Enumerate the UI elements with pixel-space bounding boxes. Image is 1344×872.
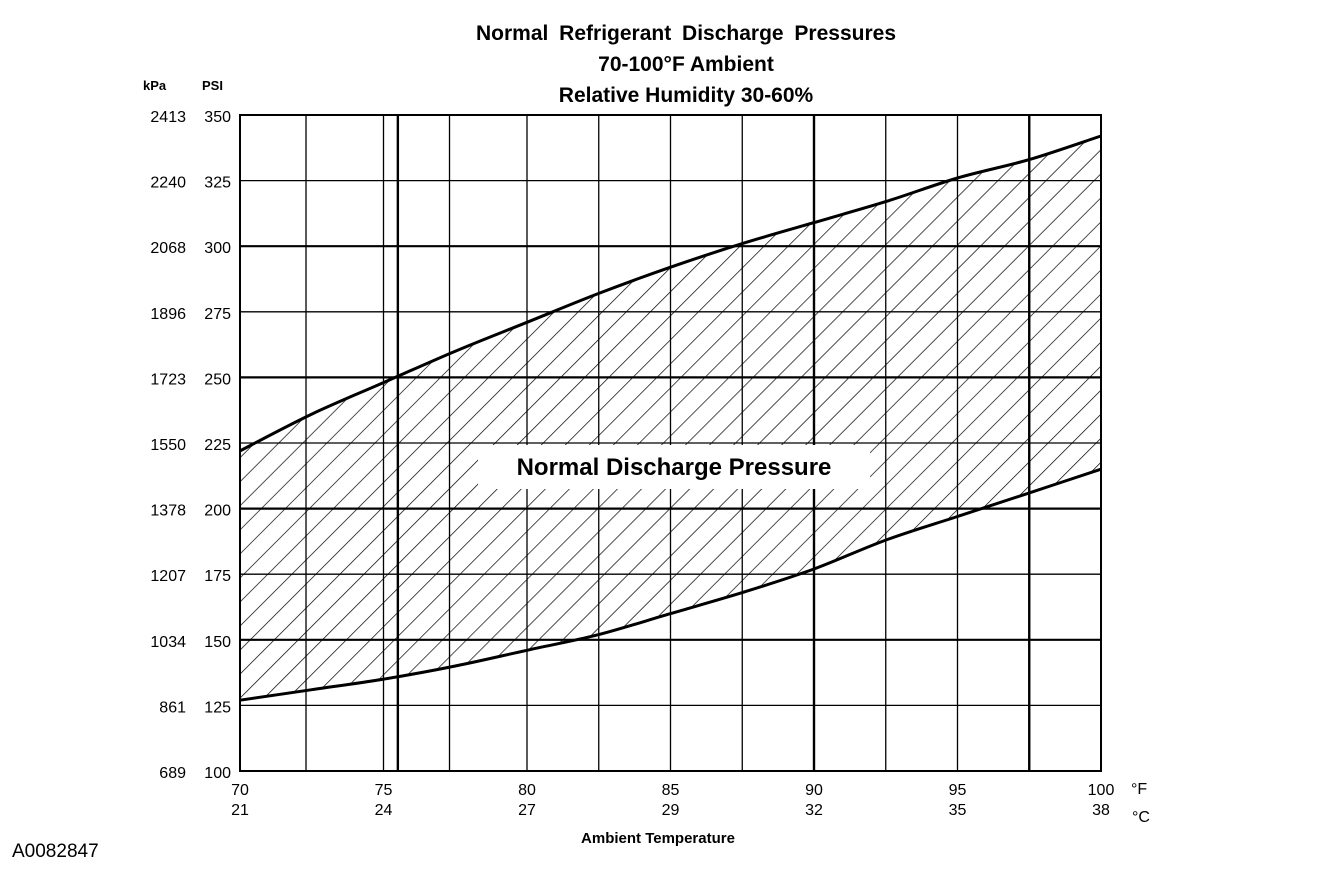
y-tick-label-psi: 325 bbox=[204, 175, 231, 192]
x-unit-celsius: °C bbox=[1132, 809, 1150, 826]
x-tick-label-c: 27 bbox=[518, 802, 536, 819]
upper-limit-line bbox=[239, 134, 1102, 453]
figure-id: A0082847 bbox=[12, 841, 99, 862]
chart-title: Normal Refrigerant Discharge Pressures bbox=[476, 22, 896, 45]
y-axis: 100 689 125 861 150 1034 175 1207 200 1378 225 1550… bbox=[150, 109, 231, 782]
x-tick-label-f: 85 bbox=[662, 782, 680, 799]
x-tick-label-c: 24 bbox=[375, 802, 393, 819]
x-axis: 70 21 75 24 80 27 85 29 90 32 95 35 100 38 bbox=[231, 782, 1114, 819]
x-tick-label-f: 80 bbox=[518, 782, 536, 799]
y-tick-label-psi: 175 bbox=[204, 568, 231, 585]
x-tick-label-f: 90 bbox=[805, 782, 823, 799]
x-tick-label-f: 95 bbox=[949, 782, 967, 799]
x-tick-label-f: 75 bbox=[375, 782, 393, 799]
chart-subtitle-humidity: Relative Humidity 30-60% bbox=[558, 84, 814, 107]
x-tick-label-c: 21 bbox=[231, 802, 249, 819]
plot-frame bbox=[239, 114, 1102, 772]
y-unit-psi: PSI bbox=[202, 78, 223, 93]
y-tick-label-kpa: 2068 bbox=[150, 240, 186, 257]
y-tick-label-psi: 225 bbox=[204, 437, 231, 454]
y-tick-label-kpa: 2240 bbox=[150, 175, 186, 192]
y-tick-label-kpa: 689 bbox=[159, 765, 186, 782]
y-tick-label-kpa: 1378 bbox=[150, 503, 186, 520]
y-tick-label-psi: 250 bbox=[204, 371, 231, 388]
y-tick-label-psi: 125 bbox=[204, 699, 231, 716]
y-tick-label-psi: 350 bbox=[204, 109, 231, 126]
x-tick-label-c: 29 bbox=[662, 802, 680, 819]
x-unit-fahrenheit: °F bbox=[1131, 781, 1147, 798]
band-label: Normal Discharge Pressure bbox=[517, 454, 832, 481]
x-tick-label-c: 35 bbox=[949, 802, 967, 819]
y-tick-label-kpa: 1896 bbox=[150, 306, 186, 323]
x-axis-title: Ambient Temperature bbox=[581, 830, 735, 847]
normal-pressure-band bbox=[240, 136, 1101, 701]
y-tick-label-kpa: 1034 bbox=[150, 634, 186, 651]
y-unit-kpa: kPa bbox=[143, 78, 167, 93]
chart-subtitle-ambient: 70-100°F Ambient bbox=[598, 53, 774, 76]
lower-limit-line bbox=[239, 467, 1102, 702]
x-tick-label-c: 32 bbox=[805, 802, 823, 819]
y-tick-label-kpa: 1207 bbox=[150, 568, 186, 585]
y-tick-label-kpa: 1550 bbox=[150, 437, 186, 454]
chart-title-block: Normal Refrigerant Discharge Pressures 7… bbox=[236, 18, 1136, 111]
x-tick-label-f: 100 bbox=[1088, 782, 1115, 799]
x-tick-label-f: 70 bbox=[231, 782, 249, 799]
y-tick-label-kpa: 1723 bbox=[150, 371, 186, 388]
y-tick-label-psi: 100 bbox=[204, 765, 231, 782]
y-tick-label-kpa: 861 bbox=[159, 699, 186, 716]
x-tick-label-c: 38 bbox=[1092, 802, 1110, 819]
y-tick-label-psi: 300 bbox=[204, 240, 231, 257]
y-tick-label-psi: 275 bbox=[204, 306, 231, 323]
band-label-background bbox=[478, 445, 870, 489]
y-tick-label-psi: 200 bbox=[204, 503, 231, 520]
y-tick-label-psi: 150 bbox=[204, 634, 231, 651]
y-tick-label-kpa: 2413 bbox=[150, 109, 186, 126]
